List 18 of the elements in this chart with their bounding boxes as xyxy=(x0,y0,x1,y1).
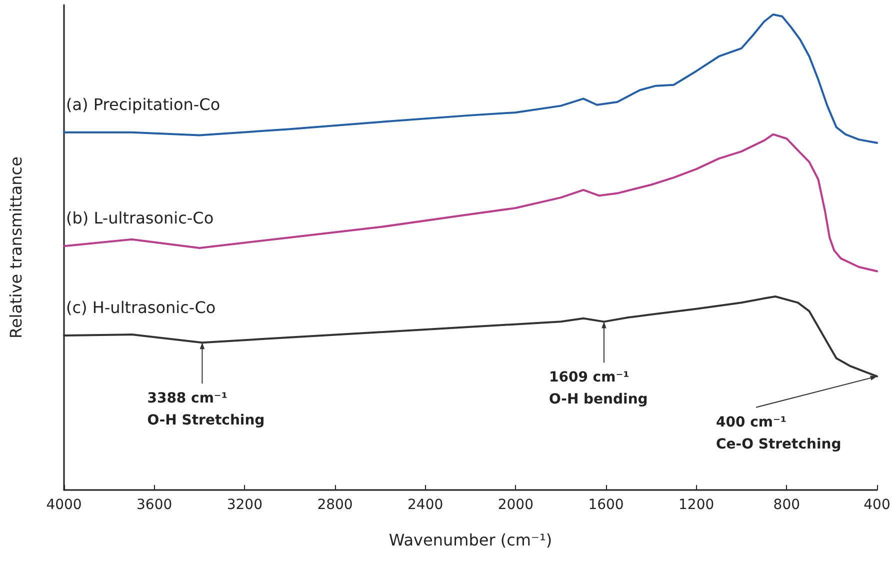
x-tick-label: 1200 xyxy=(678,497,714,513)
x-tick-label: 400 xyxy=(864,497,890,513)
x-tick-label: 2400 xyxy=(408,497,444,513)
x-tick-label: 2800 xyxy=(317,497,353,513)
x-tick-label: 4000 xyxy=(46,497,82,513)
annotation: 3388 cm⁻¹ O-H Stretching xyxy=(147,390,265,429)
annotation: 1609 cm⁻¹ O-H bending xyxy=(548,370,648,408)
x-tick-label: 3600 xyxy=(136,497,172,513)
series-label: (b) L-ultrasonic-Co xyxy=(66,208,214,228)
series-label: (a) Precipitation-Co xyxy=(66,94,220,114)
x-tick-label: 2000 xyxy=(498,497,534,513)
annotation: 400 cm⁻¹ Ce-O Stretching xyxy=(716,414,842,452)
x-axis-title: Wavenumber (cm⁻¹) xyxy=(388,530,552,550)
x-tick-label: 800 xyxy=(773,497,800,513)
y-axis-title: Relative transmittance xyxy=(6,156,26,338)
series-label: (c) H-ultrasonic-Co xyxy=(66,298,216,317)
x-tick-label: 1600 xyxy=(588,497,624,513)
x-tick-label: 3200 xyxy=(226,497,262,513)
